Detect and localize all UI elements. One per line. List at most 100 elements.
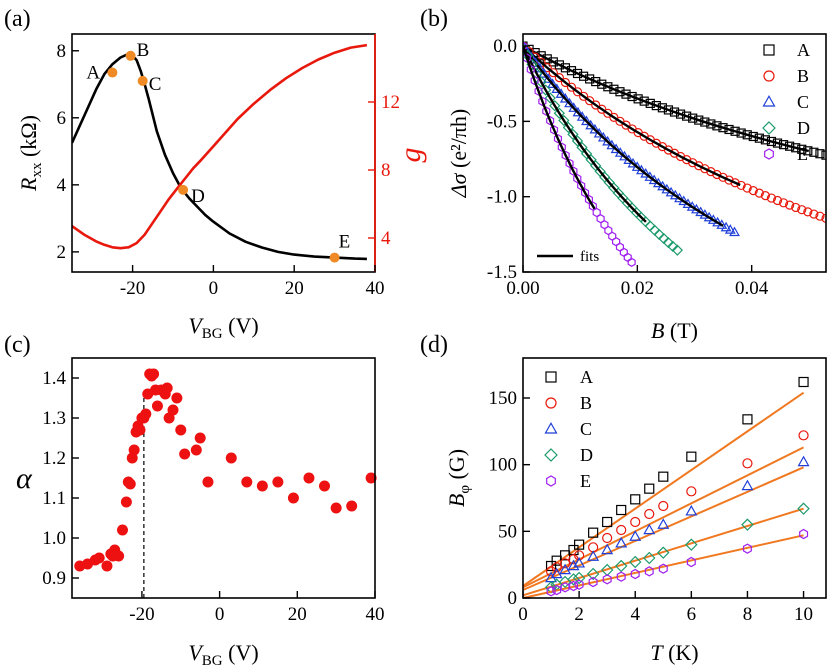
panel-b-marker-B: [554, 73, 564, 83]
panel-b-marker-C: [729, 226, 740, 237]
panel-d-marker-C: [615, 536, 628, 548]
panel-b-fit-A: [523, 45, 810, 153]
panel-b-marker-B: [748, 186, 758, 196]
panel-b-marker-D: [544, 92, 556, 104]
panel-b-xlabel-main: B: [651, 318, 664, 343]
panel-a-ylabel-unit: (kΩ): [16, 115, 41, 163]
panel-c-ytick-label: 1.4: [42, 368, 66, 389]
panel-b-marker-B: [742, 183, 752, 193]
panel-b-xtick-label: 0.00: [506, 278, 539, 299]
panel-d-fit-A: [522, 391, 805, 587]
panel-b-marker-B: [585, 96, 595, 106]
panel-d-legend-marker-B: [545, 397, 557, 409]
panel-d-marker-C: [741, 479, 754, 491]
panel-b-marker-A: [603, 82, 613, 92]
panel-b-marker-D: [553, 107, 565, 119]
panel-d-legend-label-D: D: [580, 445, 593, 465]
panel-a-xlabel-unit: (V): [223, 313, 259, 338]
panel-a-xlabel-main: V: [188, 313, 204, 338]
panel-c-ytick-label: 1.3: [42, 408, 66, 429]
panel-b-marker-B: [791, 202, 801, 213]
panel-b-marker-C: [720, 221, 732, 232]
panel-c-point: [194, 432, 206, 444]
panel-b-xlabel-unit: (T): [664, 318, 698, 343]
panel-d-legend-marker-D: [544, 448, 558, 462]
panel-b-marker-C: [547, 78, 559, 88]
panel-c-point: [303, 472, 315, 484]
panel-b-marker-D: [576, 141, 588, 154]
panel-b-marker-A: [597, 79, 607, 89]
panel-d-marker-D: [797, 502, 810, 515]
panel-b-marker-C: [724, 224, 736, 234]
panel-d-ylabel: Bφ (G): [444, 449, 473, 507]
panel-b-fit-D: [523, 45, 647, 223]
panel-b-marker-B: [566, 82, 577, 92]
panel-b-marker-A: [639, 96, 649, 106]
panel-b-marker-B: [542, 63, 552, 73]
panel-d-ylabel-main: B: [444, 494, 469, 507]
panel-c-point: [117, 524, 128, 536]
panel-d-legend-label-A: A: [580, 367, 593, 387]
panel-b-legend-label-D: D: [797, 118, 810, 138]
panel-b-ytick-label: -1.0: [487, 187, 517, 208]
panel-b-marker-A: [627, 91, 637, 102]
panel-b-ylabel: Δσ (e²/πh): [446, 109, 471, 199]
panel-d-marker-A: [602, 516, 613, 528]
panel-d-ytick-label: 150: [489, 388, 518, 409]
panel-a-tag: (a): [4, 6, 31, 32]
panel-b-marker-B: [548, 68, 558, 78]
panel-b-marker-E: [565, 158, 574, 169]
panel-a-xtick-label: 40: [366, 278, 385, 299]
panel-b-legend-marker-D: [762, 121, 776, 135]
panel-d-marker-E: [644, 566, 654, 577]
panel-b-marker-A: [591, 76, 601, 87]
panel-d-marker-B: [658, 500, 669, 512]
panel-c-point: [225, 452, 237, 464]
panel-d-marker-E: [686, 556, 696, 568]
panel-d-marker-E: [546, 586, 556, 597]
panel-d-frame: [522, 357, 827, 599]
panel-b-marker-A: [809, 147, 819, 157]
panel-a-ylabel-sub: xx: [29, 162, 45, 178]
panel-b-marker-B: [797, 205, 807, 215]
panel-d-marker-C: [567, 559, 580, 571]
panel-c-point: [161, 382, 173, 394]
panel-d-marker-C: [573, 556, 586, 568]
panel-b-frame: [522, 33, 827, 273]
panel-b-marker-D: [540, 84, 552, 96]
panel-d-xlabel-main: T: [650, 640, 664, 665]
panel-b-marker-E: [523, 41, 528, 51]
panel-b-ytick-label: -0.5: [487, 111, 517, 132]
panel-c-xtick-label: -20: [129, 604, 154, 625]
panel-c-point: [128, 444, 140, 456]
panel-c-xlabel-unit: (V): [223, 640, 259, 665]
panel-b-marker-B: [700, 164, 710, 174]
panel-c-ylabel: α: [16, 462, 33, 495]
panel-b-marker-E: [627, 257, 636, 267]
panel-a-point-A: [107, 67, 118, 78]
panel-b-marker-E: [580, 188, 590, 198]
panel-d-xtick-label: 0: [518, 604, 528, 625]
panel-b-marker-D: [571, 135, 584, 147]
panel-b-marker-B: [736, 180, 746, 191]
panel-d-xlabel-unit: (K): [663, 640, 699, 665]
panel-b-legend-marker-C: [762, 95, 776, 107]
panel-b-marker-D: [558, 114, 570, 127]
panel-a-xlabel: VBG (V): [188, 313, 258, 342]
panel-a-point-label-D: D: [191, 186, 205, 207]
panel-b-marker-E: [542, 106, 551, 116]
panel-d-marker-A: [574, 539, 585, 550]
panel-b-marker-A: [688, 113, 698, 123]
panel-b-marker-A: [566, 66, 577, 76]
panel-d-ylabel-unit: (G): [444, 449, 469, 485]
panel-b-marker-B: [778, 198, 789, 208]
panel-d-marker-A: [588, 527, 599, 538]
panel-c-point: [319, 480, 330, 492]
panel-c-point: [101, 560, 113, 572]
panel-b-marker-A: [554, 60, 564, 70]
panel-d-marker-A: [686, 451, 697, 462]
panel-b-marker-E: [584, 194, 594, 205]
panel-b-marker-B: [754, 188, 764, 198]
panel-d-tag: (d): [420, 332, 448, 358]
panel-c-point: [151, 400, 163, 412]
